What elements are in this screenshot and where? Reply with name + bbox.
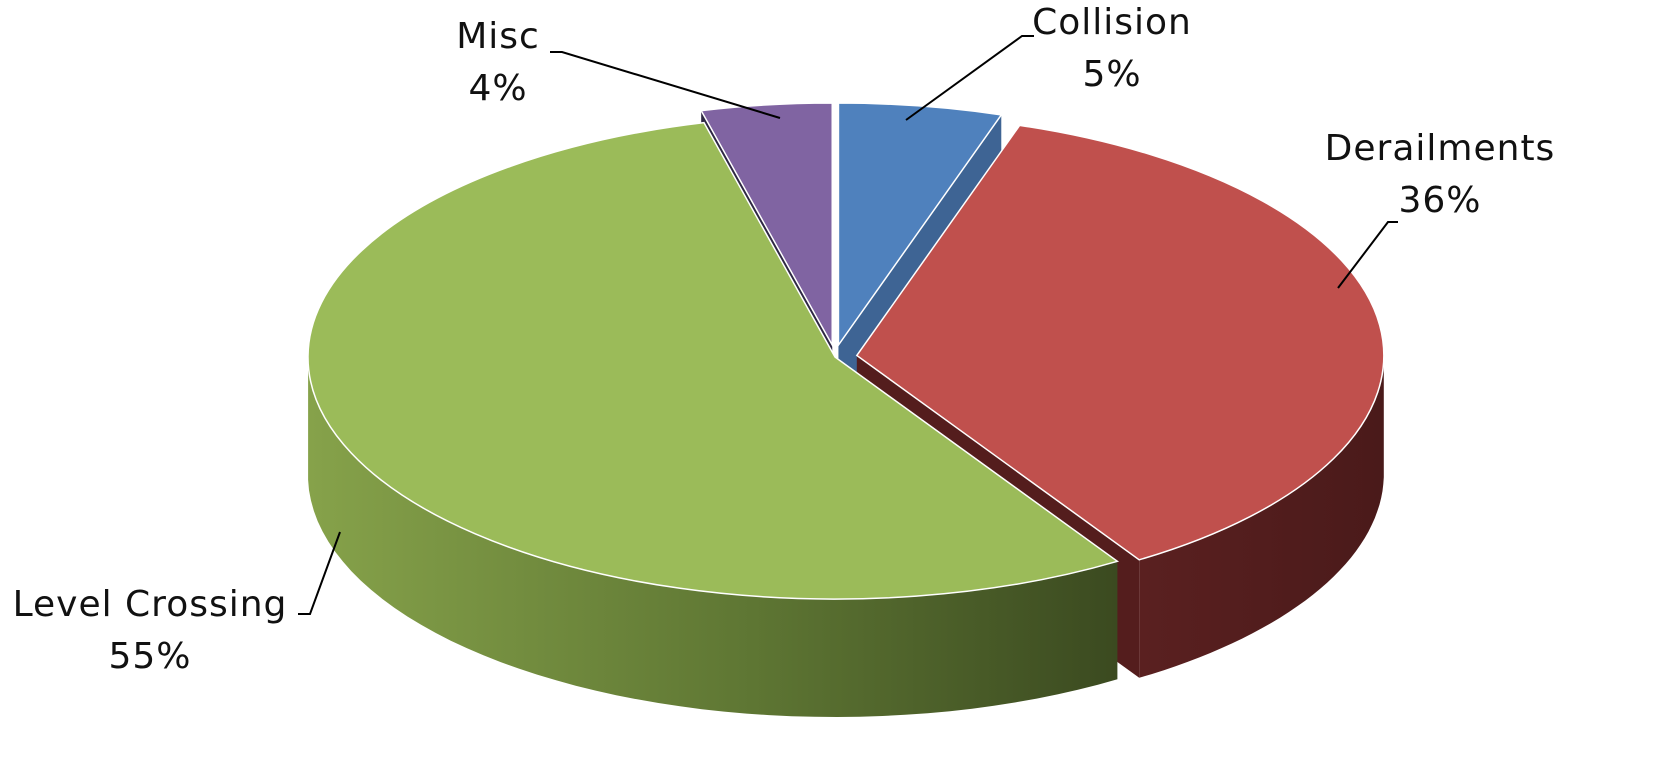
label-value-level-crossing: 55% xyxy=(108,636,191,677)
label-value-derailments: 36% xyxy=(1398,180,1481,221)
slice-labels: Collision 5% Derailments 36% Level Crossing 5… xyxy=(13,2,1556,677)
label-name-misc: Misc xyxy=(456,16,540,57)
label-value-misc: 4% xyxy=(468,68,527,109)
slice-misc xyxy=(699,102,833,348)
leader-line-collision xyxy=(905,35,1034,121)
slice-side-2 xyxy=(308,361,1118,717)
slice-derailments xyxy=(855,124,1385,561)
leader-line-level-crossing xyxy=(298,531,341,615)
leader-line-misc xyxy=(550,51,781,119)
slice-collision xyxy=(837,102,1003,348)
leader-lines xyxy=(298,35,1398,615)
leader-line-derailments xyxy=(1337,221,1398,289)
label-name-collision: Collision xyxy=(1032,2,1192,43)
pie-tops xyxy=(307,102,1385,600)
label-name-derailments: Derailments xyxy=(1325,128,1556,169)
slice-side-1 xyxy=(1139,359,1384,678)
label-value-collision: 5% xyxy=(1082,54,1141,95)
slice-level-crossing xyxy=(307,121,1120,600)
label-name-level-crossing: Level Crossing xyxy=(13,584,288,625)
